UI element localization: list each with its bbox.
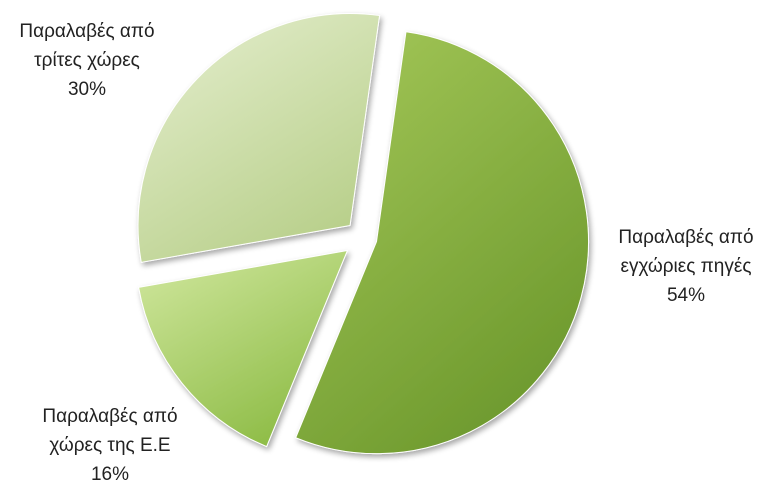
label-domestic-sources: Παραλαβές από εγχώριες πηγές 54%: [618, 227, 753, 306]
slice-category-label: χώρες της Ε.Ε: [49, 435, 170, 456]
slice-category-label: Παραλαβές από: [618, 227, 753, 248]
label-eu-countries: Παραλαβές από χώρες της Ε.Ε 16%: [42, 406, 177, 484]
slice-category-label: Παραλαβές από: [19, 21, 154, 42]
slice-domestic-sources: [295, 31, 589, 455]
slice-category-label: Παραλαβές από: [42, 406, 177, 427]
slice-value-label: 30%: [68, 79, 106, 100]
slice-category-label: εγχώριες πηγές: [620, 256, 751, 277]
label-third-countries: Παραλαβές από τρίτες χώρες 30%: [19, 21, 154, 100]
slice-eu-countries: [138, 249, 349, 448]
slice-category-label: τρίτες χώρες: [34, 50, 140, 71]
slice-value-label: 54%: [667, 285, 705, 306]
slice-value-label: 16%: [91, 464, 129, 484]
slice-third-countries: [137, 13, 381, 263]
